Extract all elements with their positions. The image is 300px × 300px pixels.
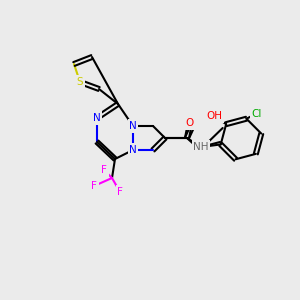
Text: N: N xyxy=(129,121,137,131)
Text: OH: OH xyxy=(206,111,222,121)
Text: F: F xyxy=(91,181,97,191)
Text: N: N xyxy=(93,113,101,123)
Text: O: O xyxy=(186,118,194,128)
Text: S: S xyxy=(77,77,83,87)
Text: N: N xyxy=(129,145,137,155)
Text: Cl: Cl xyxy=(251,109,262,119)
Text: F: F xyxy=(117,187,123,197)
Text: NH: NH xyxy=(193,142,209,152)
Text: F: F xyxy=(101,165,107,175)
